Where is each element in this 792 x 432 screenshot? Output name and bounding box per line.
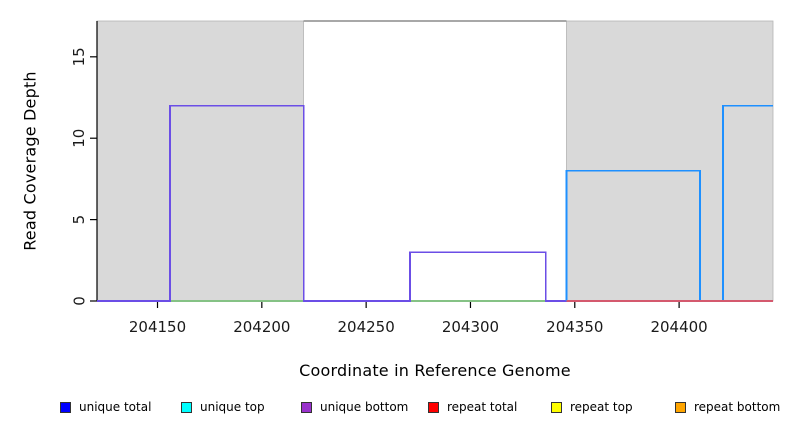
legend: unique total unique top unique bottom repea… [0,398,792,420]
x-axis-title: Coordinate in Reference Genome [299,361,571,380]
legend-item-repeat-top: repeat top [551,398,633,416]
legend-swatch-icon [551,401,562,413]
legend-swatch-icon [675,401,686,413]
legend-label: unique top [200,400,265,414]
legend-item-unique-bottom: unique bottom [301,398,408,416]
legend-item-repeat-bottom: repeat bottom [675,398,780,416]
y-tick-label: 0 [70,296,88,306]
x-tick-label: 204300 [442,318,499,336]
legend-label: repeat bottom [694,400,781,414]
legend-swatch-icon [181,401,192,413]
x-tick-label: 204400 [650,318,707,336]
x-tick-label: 204150 [129,318,186,336]
y-tick-label: 15 [70,47,88,66]
legend-swatch-icon [428,401,439,413]
repeat-region-rect [96,20,304,302]
legend-label: repeat total [447,400,518,414]
series-line-unique-bottom [97,104,567,302]
x-tick-label: 204250 [338,318,395,336]
x-tick-label: 204200 [233,318,290,336]
legend-label: repeat top [570,400,633,414]
legend-item-unique-total: unique total [60,398,151,416]
y-tick-label: 10 [70,129,88,148]
legend-swatch-icon [301,401,312,413]
legend-swatch-icon [60,401,71,413]
repeat-region-rect [566,20,774,302]
x-tick-label: 204350 [546,318,603,336]
legend-label: unique bottom [320,400,409,414]
legend-label: unique total [79,400,152,414]
y-tick-label: 5 [70,215,88,225]
legend-item-unique-top: unique top [181,398,265,416]
y-axis-title: Read Coverage Depth [20,71,40,251]
legend-item-repeat-total: repeat total [428,398,517,416]
